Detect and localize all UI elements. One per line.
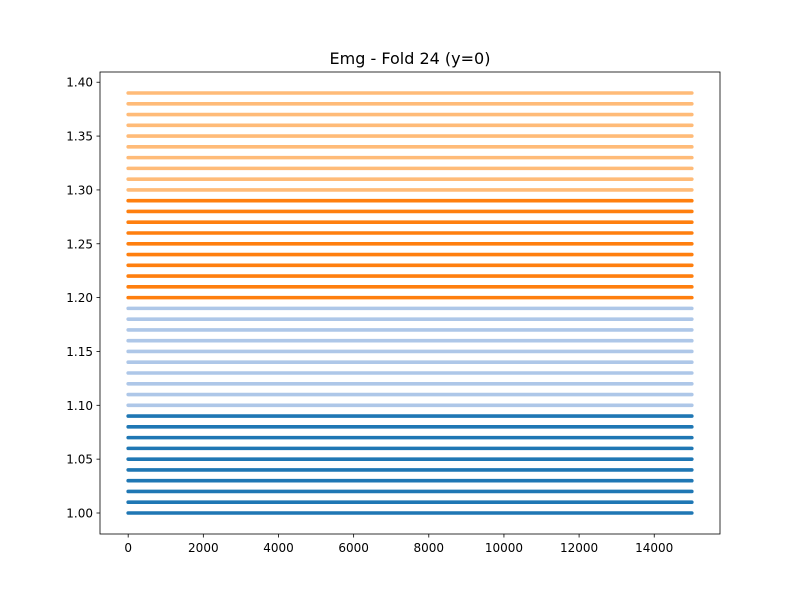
y-tick-label: 1.10	[66, 399, 93, 413]
x-tick-label: 8000	[414, 541, 445, 555]
y-tick-label: 1.30	[66, 183, 93, 197]
x-tick-label: 0	[124, 541, 132, 555]
series-layer	[126, 91, 694, 515]
axes-layer: 0 2000 4000 6000 8000 10000 12000 14000 1.00 1.05…	[66, 71, 721, 555]
x-tick-label: 10000	[485, 541, 523, 555]
y-tick-label: 1.05	[66, 453, 93, 467]
chart-title: Emg - Fold 24 (y=0)	[330, 49, 491, 68]
x-tick-label: 4000	[263, 541, 294, 555]
y-tick-label: 1.40	[66, 76, 93, 90]
x-tick-label: 2000	[188, 541, 219, 555]
y-tick-label: 1.20	[66, 291, 93, 305]
y-tick-label: 1.35	[66, 130, 93, 144]
x-tick-label: 12000	[560, 541, 598, 555]
y-tick-label: 1.00	[66, 507, 93, 521]
y-tick-label: 1.25	[66, 237, 93, 251]
x-tick-label: 14000	[635, 541, 673, 555]
plot-frame	[99, 71, 721, 535]
x-tick-label: 6000	[338, 541, 369, 555]
y-tick-label: 1.15	[66, 345, 93, 359]
